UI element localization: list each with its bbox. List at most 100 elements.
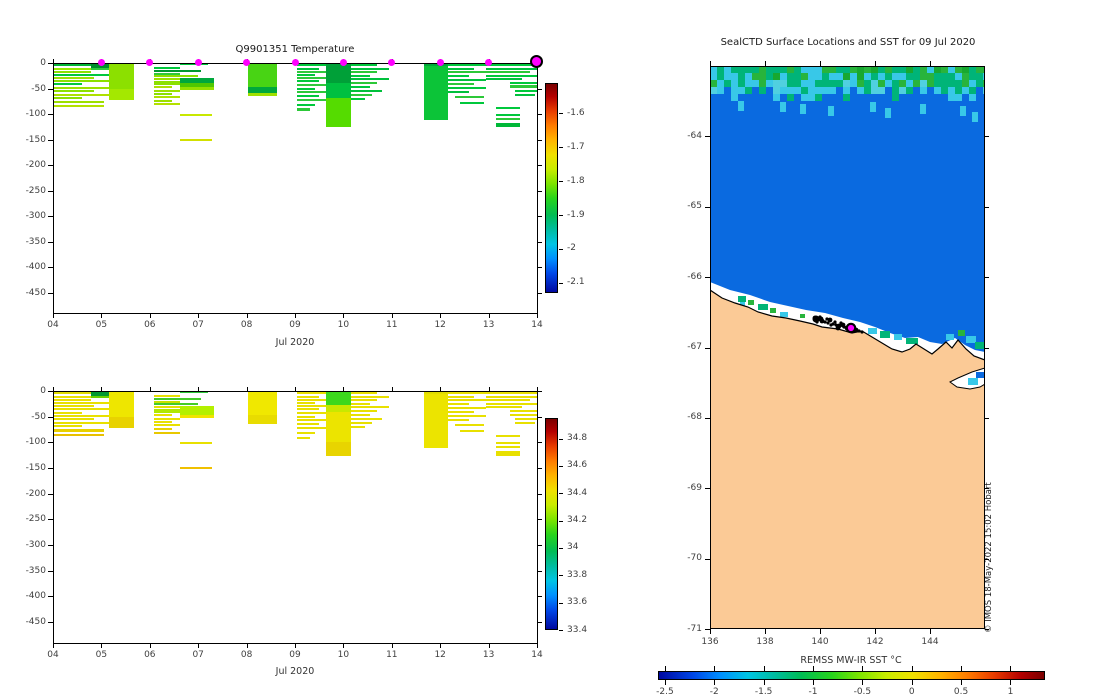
sst-pixel bbox=[976, 94, 983, 101]
x-tick bbox=[537, 643, 538, 648]
sst-colorbar-tick bbox=[812, 666, 814, 671]
sst-pixel bbox=[958, 330, 965, 336]
profile-segment bbox=[297, 408, 320, 411]
profile-segment bbox=[351, 422, 373, 425]
y-tick bbox=[48, 442, 53, 444]
sst-pixel bbox=[857, 87, 864, 94]
profile-segment bbox=[297, 70, 327, 73]
profile-segment bbox=[53, 97, 83, 100]
sst-pixel bbox=[745, 73, 752, 80]
y-tick-right bbox=[538, 114, 542, 116]
profile-segment bbox=[247, 420, 277, 424]
sst-pixel bbox=[969, 66, 976, 73]
y-tick bbox=[48, 493, 53, 495]
profile-segment bbox=[153, 408, 180, 414]
y-tick-label: -200 bbox=[25, 488, 46, 499]
profile-segment bbox=[297, 401, 316, 404]
y-tick-right bbox=[538, 493, 542, 495]
sst-pixel bbox=[745, 94, 752, 101]
map-y-tick-label: -69 bbox=[687, 482, 702, 493]
y-tick-label: 0 bbox=[40, 386, 46, 396]
y-tick-label: -150 bbox=[25, 462, 46, 473]
y-tick bbox=[48, 88, 53, 90]
sst-pixel bbox=[773, 66, 780, 73]
surface-location-dot bbox=[485, 58, 493, 66]
sst-pixel bbox=[794, 87, 801, 94]
x-tick-top bbox=[101, 387, 103, 391]
map-y-tick-label: -71 bbox=[687, 623, 702, 634]
y-tick-label: -350 bbox=[25, 565, 46, 576]
profile-segment bbox=[486, 67, 537, 70]
y-tick-right bbox=[538, 596, 542, 598]
sst-pixel bbox=[801, 87, 808, 94]
sst-colorbar-tick-label: -2 bbox=[709, 687, 719, 697]
map-y-tick bbox=[705, 417, 710, 419]
colorbar-tick bbox=[559, 181, 563, 183]
sst-pixel bbox=[946, 334, 954, 340]
sst-pixel bbox=[829, 80, 836, 87]
sst-pixel bbox=[766, 87, 773, 94]
profile-segment bbox=[447, 67, 475, 70]
seal-location-dot bbox=[833, 320, 837, 324]
sst-pixel bbox=[941, 66, 948, 73]
profile-segment bbox=[326, 411, 352, 426]
profile-segment bbox=[297, 415, 316, 418]
sst-colorbar-tick bbox=[961, 680, 963, 685]
y-tick bbox=[48, 190, 53, 192]
y-tick-label: -100 bbox=[25, 437, 46, 448]
profile-segment bbox=[153, 406, 180, 409]
sst-pixel bbox=[815, 80, 822, 87]
sst-pixel bbox=[857, 66, 864, 73]
profile-segment bbox=[153, 96, 180, 99]
x-tick bbox=[391, 313, 393, 318]
y-tick-label: -300 bbox=[25, 539, 46, 550]
map-y-tick-label: -64 bbox=[687, 130, 702, 141]
profile-segment bbox=[53, 411, 83, 414]
sst-pixel bbox=[808, 66, 815, 73]
bay-water-pixel bbox=[968, 378, 978, 385]
sst-pixel bbox=[962, 73, 969, 80]
sst-pixel bbox=[850, 80, 857, 87]
profile-segment bbox=[53, 86, 110, 89]
profile-segment bbox=[495, 445, 521, 448]
profile-segment bbox=[297, 91, 327, 94]
colorbar-tick bbox=[559, 113, 563, 115]
surface-location-dot bbox=[194, 58, 202, 66]
profile-segment bbox=[153, 403, 199, 406]
sst-pixel bbox=[710, 73, 717, 80]
map-y-tick-right bbox=[985, 558, 989, 560]
sst-pixel bbox=[801, 66, 808, 73]
sst-pixel bbox=[808, 80, 815, 87]
bay-water-pixel bbox=[976, 372, 984, 378]
profile-segment bbox=[109, 391, 135, 417]
sst-pixel bbox=[724, 80, 731, 87]
surface-location-dot bbox=[388, 58, 396, 66]
map-y-tick-right bbox=[985, 417, 989, 419]
sst-pixel bbox=[857, 94, 864, 101]
profile-segment bbox=[423, 391, 448, 395]
sst-pixel bbox=[731, 94, 738, 101]
map-x-tick-top bbox=[710, 61, 711, 66]
sst-pixel bbox=[850, 87, 857, 94]
colorbar-tick-label: -1.9 bbox=[567, 209, 585, 220]
sst-pixel bbox=[773, 94, 780, 101]
profile-segment bbox=[53, 407, 110, 410]
map-x-tick-label: 142 bbox=[866, 637, 884, 647]
x-tick-label: 14 bbox=[531, 650, 543, 660]
profile-segment bbox=[326, 83, 352, 98]
colorbar-tick-label: 33.6 bbox=[567, 597, 588, 608]
map-x-tick bbox=[820, 629, 821, 634]
y-tick-right bbox=[538, 544, 542, 546]
x-tick-top bbox=[198, 387, 200, 391]
sst-pixel bbox=[787, 87, 794, 94]
sst-pixel bbox=[864, 87, 871, 94]
sst-pixel bbox=[787, 94, 794, 101]
colorbar-tick bbox=[559, 575, 563, 577]
sst-pixel bbox=[770, 308, 776, 313]
profile-segment bbox=[351, 409, 378, 413]
seal-location-dot bbox=[829, 323, 833, 327]
profile-segment bbox=[153, 427, 172, 430]
profile-segment bbox=[423, 66, 448, 121]
profile-segment bbox=[326, 405, 352, 412]
sst-pixel bbox=[913, 66, 920, 73]
